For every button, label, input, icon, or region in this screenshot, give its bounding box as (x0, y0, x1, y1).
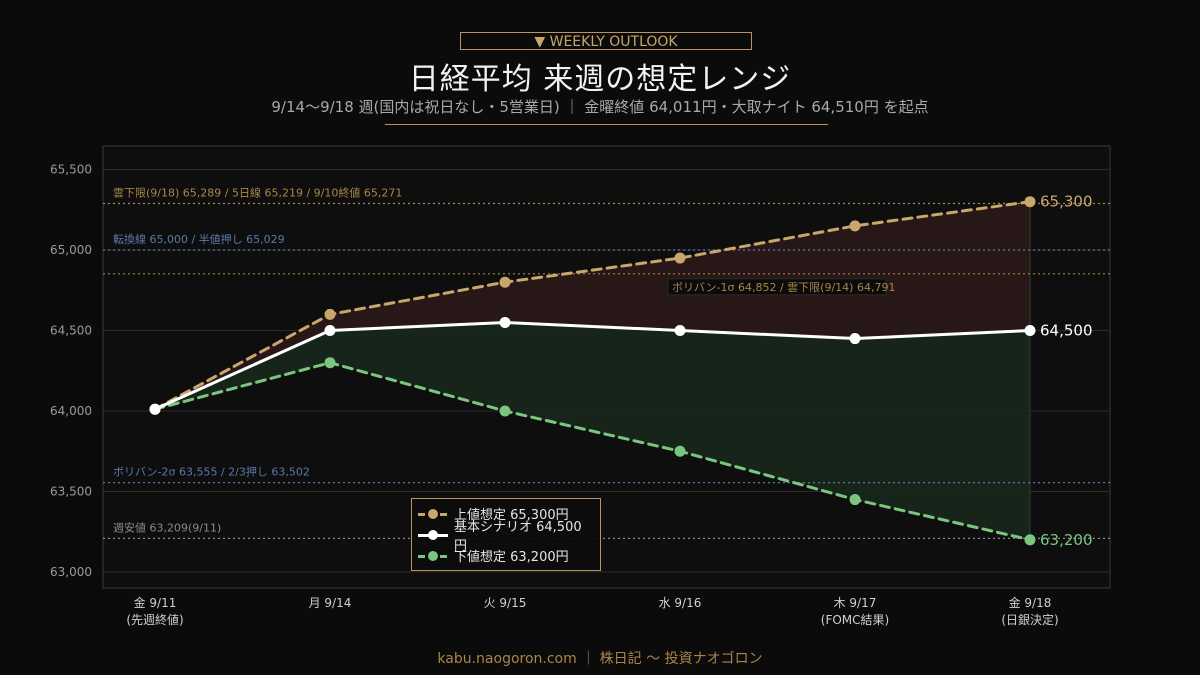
y-tick-label: 65,000 (50, 243, 92, 257)
x-tick-label: 月 9/14 (309, 596, 352, 610)
x-tick-label: (先週終値) (126, 612, 183, 627)
lower-series-line (153, 361, 1032, 542)
legend-swatch (418, 529, 448, 541)
lower-series-point (499, 405, 511, 417)
legend-label: 下値想定 63,200円 (454, 550, 569, 565)
reference-label: 雲下限(9/18) 65,289 / 5日線 65,219 / 9/10終値 6… (113, 185, 402, 199)
upper-series-point (674, 252, 686, 264)
base-end-label: 64,500 (1040, 322, 1093, 340)
reference-label-box (667, 278, 887, 296)
base-series-point (149, 403, 161, 415)
y-tick-label: 65,500 (50, 163, 92, 177)
base-series-line (153, 320, 1032, 411)
legend-item-base: 基本シナリオ 64,500円 (418, 520, 594, 554)
page-subtitle: 9/14〜9/18 週(国内は祝日なし・5営業日) ｜ 金曜終値 64,011円… (271, 98, 929, 116)
legend-swatch (418, 550, 448, 562)
page-title: 日経平均 来週の想定レンジ (408, 62, 792, 97)
upper-series-line (153, 200, 1032, 411)
legend-item-upper: 上値想定 65,300円 (418, 503, 594, 524)
legend-swatch (418, 508, 448, 520)
reference-label: ボリバン-1σ 64,852 / 雲下限(9/14) 64,791 (672, 281, 895, 294)
base-series-point (1024, 325, 1036, 336)
reference-label: ボリバン-2σ 63,555 / 2/3押し 63,502 (113, 465, 310, 479)
upper-series-point (324, 308, 336, 320)
x-tick-label: 火 9/15 (484, 596, 527, 610)
y-tick-label: 64,500 (50, 324, 92, 338)
base-series-point (324, 325, 336, 336)
reference-label: 転換線 65,000 / 半値押し 65,029 (113, 232, 285, 246)
legend-label: 基本シナリオ 64,500円 (454, 519, 582, 554)
lower-series-point (1024, 534, 1036, 546)
base-series-point (849, 333, 861, 345)
x-tick-label: (日銀決定) (1001, 612, 1058, 627)
site-footer: kabu.naogoron.com ｜ 株日記 〜 投資ナオゴロン (437, 651, 763, 667)
upper-range-band (155, 201, 1030, 410)
y-tick-label: 63,000 (50, 565, 92, 579)
lower-end-label: 63,200 (1040, 531, 1093, 549)
weekly-outlook-badge: ▼ WEEKLY OUTLOOK (460, 32, 752, 50)
x-tick-label: 水 9/16 (659, 596, 702, 610)
y-tick-label: 63,500 (50, 485, 92, 499)
x-tick-label: 金 9/18 (1009, 595, 1052, 610)
upper-series-point (1024, 196, 1036, 208)
subtitle-underline (385, 124, 828, 125)
lower-series-point (324, 357, 336, 369)
x-tick-label: 金 9/11 (134, 595, 177, 610)
upper-series-point (499, 276, 511, 288)
x-tick-label: (FOMC結果) (821, 613, 889, 627)
base-series-point (499, 316, 511, 328)
upper-end-label: 65,300 (1040, 193, 1093, 211)
legend-item-lower: 下値想定 63,200円 (418, 545, 594, 566)
base-series-point (674, 325, 686, 336)
lower-series-point (849, 494, 861, 506)
legend-label: 上値想定 65,300円 (454, 508, 569, 523)
x-tick-label: 木 9/17 (834, 596, 877, 610)
y-tick-label: 64,000 (50, 404, 92, 418)
chart-legend: 上値想定 65,300円 基本シナリオ 64,500円 下値想定 63,200円 (411, 498, 601, 571)
lower-series-point (674, 445, 686, 457)
reference-label: 週安値 63,209(9/11) (113, 520, 221, 534)
upper-series-point (849, 220, 861, 232)
